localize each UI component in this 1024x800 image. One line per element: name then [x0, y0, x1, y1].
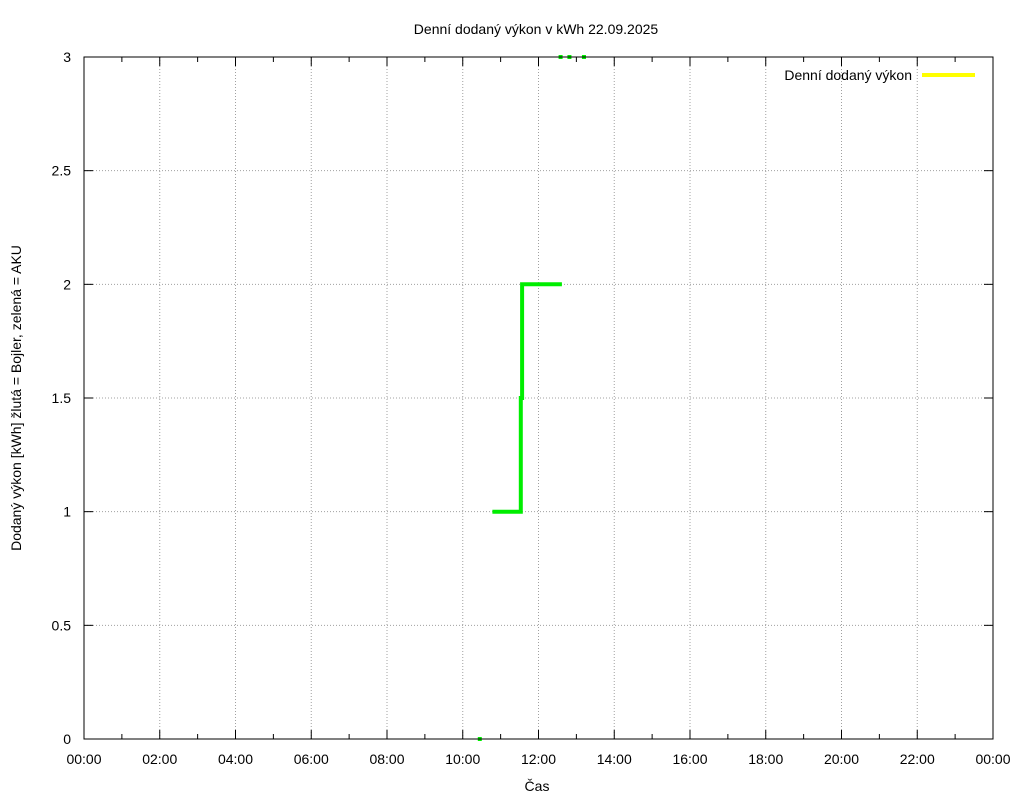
y-tick-label: 2.5 — [52, 163, 72, 179]
legend-label: Denní dodaný výkon — [784, 67, 912, 83]
x-tick-label: 14:00 — [597, 751, 632, 767]
y-tick-label: 2 — [63, 276, 71, 292]
legend: Denní dodaný výkon — [784, 67, 975, 83]
y-tick-label: 0 — [63, 731, 71, 747]
x-tick-label: 18:00 — [748, 751, 783, 767]
x-tick-label: 00:00 — [975, 751, 1010, 767]
chart-title: Denní dodaný výkon v kWh 22.09.2025 — [414, 21, 659, 37]
y-tick-label: 0.5 — [52, 617, 72, 633]
x-tick-label: 00:00 — [66, 751, 101, 767]
y-tick-label: 3 — [63, 49, 71, 65]
x-tick-label: 10:00 — [445, 751, 480, 767]
plot-frame — [83, 56, 994, 740]
x-tick-label: 04:00 — [218, 751, 253, 767]
x-axis-label: Čas — [525, 778, 550, 794]
y-axis-label: Dodaný výkon [kWh] žlutá = Bojler, zelen… — [8, 245, 24, 551]
x-tick-label: 16:00 — [672, 751, 707, 767]
y-tick-label: 1.5 — [52, 390, 72, 406]
x-tick-label: 12:00 — [521, 751, 556, 767]
x-tick-label: 02:00 — [142, 751, 177, 767]
x-tick-label: 20:00 — [824, 751, 859, 767]
x-tick-label: 06:00 — [294, 751, 329, 767]
y-tick-label: 1 — [63, 504, 71, 520]
x-tick-label: 08:00 — [369, 751, 404, 767]
x-tick-label: 22:00 — [900, 751, 935, 767]
series-line — [492, 282, 562, 514]
tick-labels: 00:00 02:00 04:00 06:00 08:00 10:00 12:00 14:00… — [52, 49, 1011, 767]
axis-ticks — [83, 56, 994, 740]
